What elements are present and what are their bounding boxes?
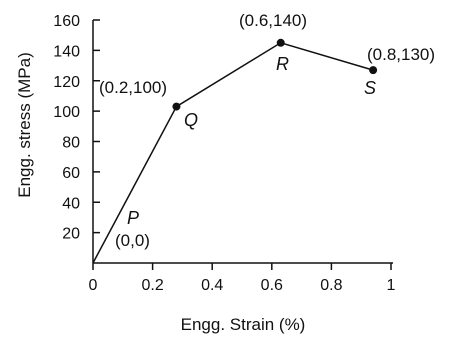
y-axis-label: Engg. stress (MPa): [15, 52, 34, 198]
annotation-r-coords: (0.6,140): [239, 11, 307, 30]
annotation-q-coords: (0.2,100): [99, 78, 167, 97]
x-tick-label: 0.4: [201, 277, 223, 294]
x-tick-label: 0: [89, 277, 98, 294]
x-tick-label: 0.8: [320, 277, 342, 294]
y-tick-label: 20: [62, 226, 80, 243]
stress-strain-curve: [92, 41, 374, 264]
y-tick-label: 60: [62, 165, 80, 182]
x-tick-label: 1: [387, 277, 396, 294]
y-ticks: 20 40 60 80 100 120 140 160: [53, 13, 100, 243]
y-tick-label: 120: [53, 74, 80, 91]
annotation-p-letter: P: [127, 208, 139, 228]
annotation-q-letter: Q: [184, 110, 198, 130]
x-ticks: 0 0.2 0.4 0.6 0.8 1: [89, 263, 396, 294]
y-tick-label: 140: [53, 43, 80, 60]
annotation-s-coords: (0.8,130): [367, 45, 435, 64]
annotation-p-coords: (0,0): [115, 231, 150, 250]
data-point: [276, 38, 285, 47]
data-point: [369, 66, 378, 75]
x-tick-label: 0.6: [261, 277, 283, 294]
x-tick-label: 0.2: [141, 277, 163, 294]
data-point: [172, 102, 181, 111]
x-axis-label: Engg. Strain (%): [181, 315, 306, 334]
y-tick-label: 80: [62, 135, 80, 152]
y-tick-label: 100: [53, 104, 80, 121]
y-tick-label: 40: [62, 195, 80, 212]
annotation-s-letter: S: [364, 78, 376, 98]
annotation-r-letter: R: [276, 54, 289, 74]
data-points: [172, 38, 378, 111]
y-tick-label: 160: [53, 13, 80, 30]
